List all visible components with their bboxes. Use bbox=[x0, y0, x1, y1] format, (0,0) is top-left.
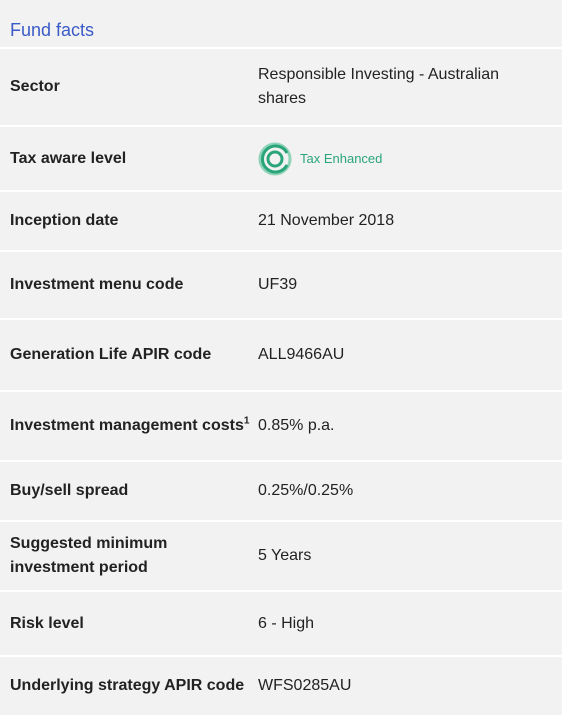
fact-row: Sector Responsible Investing - Australian… bbox=[0, 47, 562, 126]
fact-label: Investment menu code bbox=[0, 250, 258, 319]
fact-row: Generation Life APIR code ALL9466AU bbox=[0, 318, 562, 391]
fact-value: Tax Enhanced bbox=[258, 125, 562, 191]
fact-row: Investment management costs1 0.85% p.a. bbox=[0, 390, 562, 461]
fact-row: Tax aware level Tax Enhanced bbox=[0, 125, 562, 191]
label-text: Risk level bbox=[10, 614, 84, 632]
label-text: Suggested minimum investment period bbox=[10, 535, 168, 576]
fact-value: Responsible Investing - Australian share… bbox=[258, 47, 562, 126]
label-text: Sector bbox=[10, 78, 60, 95]
label-text: Investment management costs bbox=[10, 417, 244, 434]
label-text: Investment menu code bbox=[10, 276, 184, 293]
fact-value: 0.25%/0.25% bbox=[258, 460, 562, 521]
fact-row: Risk level 6 - High bbox=[0, 590, 562, 656]
value-text: 0.85% p.a. bbox=[258, 417, 335, 434]
fact-label: Investment management costs1 bbox=[0, 390, 258, 461]
section-title: Fund facts bbox=[10, 20, 95, 40]
fact-label: Buy/sell spread bbox=[0, 460, 258, 521]
fact-label: Sector bbox=[0, 47, 258, 126]
tax-badge: Tax Enhanced bbox=[258, 142, 542, 176]
fact-value: UF39 bbox=[258, 250, 562, 319]
tax-icon bbox=[258, 142, 292, 175]
tax-text: Tax Enhanced bbox=[300, 150, 383, 166]
value-text: 21 November 2018 bbox=[258, 212, 395, 229]
fact-row: Inception date 21 November 2018 bbox=[0, 190, 562, 251]
value-text: WFS0285AU bbox=[258, 677, 352, 694]
fact-label: Generation Life APIR code bbox=[0, 318, 258, 391]
fact-row: Buy/sell spread 0.25%/0.25% bbox=[0, 460, 562, 521]
fact-label: Inception date bbox=[0, 190, 258, 251]
fact-row: Suggested minimum investment period 5 Yea… bbox=[0, 520, 562, 591]
fact-value: 6 - High bbox=[258, 590, 562, 656]
label-text: Tax aware level bbox=[10, 149, 127, 167]
fact-label: Underlying strategy APIR code bbox=[0, 655, 258, 715]
label-text: Buy/sell spread bbox=[10, 482, 129, 499]
fact-label: Tax aware level bbox=[0, 125, 258, 191]
label-text: Generation Life APIR code bbox=[10, 346, 212, 363]
fact-label: Risk level bbox=[0, 590, 258, 656]
fact-row: Underlying strategy APIR code WFS0285AU bbox=[0, 655, 562, 715]
footnote-mark: 1 bbox=[243, 415, 250, 427]
value-text: 5 Years bbox=[258, 547, 312, 564]
value-text: ALL9466AU bbox=[258, 346, 345, 363]
fact-value: 21 November 2018 bbox=[258, 190, 562, 251]
label-text: Underlying strategy APIR code bbox=[10, 677, 245, 694]
label-text: Inception date bbox=[10, 212, 119, 229]
fact-value: 0.85% p.a. bbox=[258, 390, 562, 461]
value-text: 0.25%/0.25% bbox=[258, 482, 354, 499]
value-text: Responsible Investing - Australian share… bbox=[258, 66, 500, 107]
fact-value: ALL9466AU bbox=[258, 318, 562, 391]
fact-label: Suggested minimum investment period bbox=[0, 520, 258, 591]
value-text: 6 - High bbox=[258, 614, 315, 632]
value-text: UF39 bbox=[258, 276, 298, 293]
fund-facts-table: Sector Responsible Investing - Australian… bbox=[0, 47, 562, 715]
fact-value: WFS0285AU bbox=[258, 655, 562, 715]
fact-value: 5 Years bbox=[258, 520, 562, 591]
fact-row: Investment menu code UF39 bbox=[0, 250, 562, 319]
